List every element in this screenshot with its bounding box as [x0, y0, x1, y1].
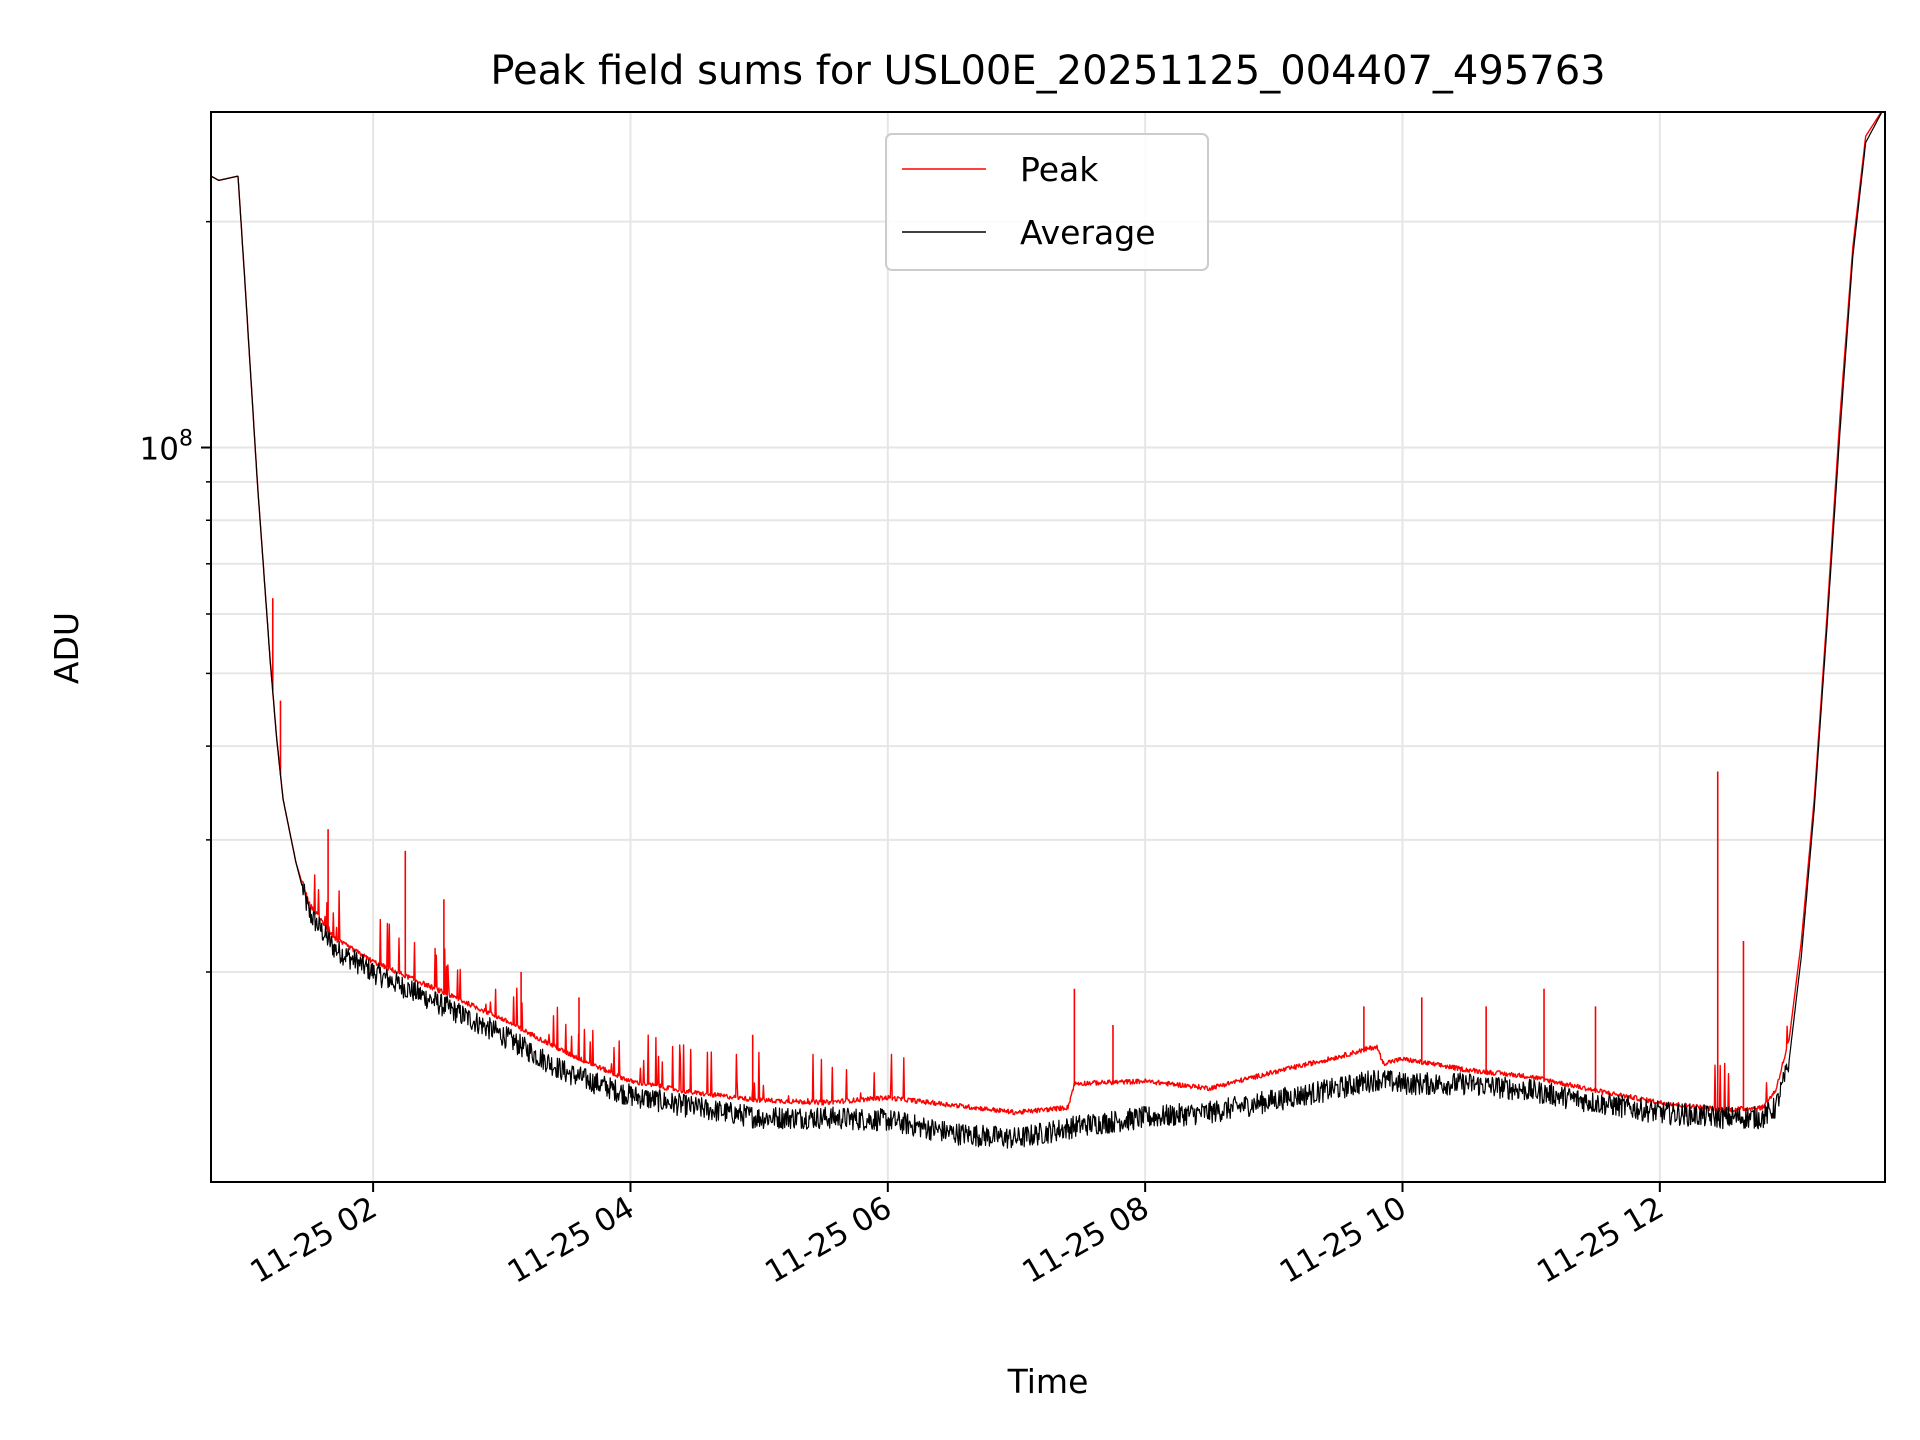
chart-title: Peak field sums for USL00E_20251125_0044… — [490, 48, 1605, 94]
peak-series-line — [211, 112, 1883, 1116]
legend: Peak Average — [885, 133, 1209, 271]
series-layer — [211, 112, 1883, 1149]
average-series-line — [211, 112, 1883, 1149]
legend-average-label: Average — [1020, 213, 1156, 252]
y-axis-label: ADU — [47, 612, 86, 684]
legend-box — [885, 133, 1209, 271]
plot-frame — [210, 111, 1886, 1183]
x-axis-label: Time — [1007, 1362, 1089, 1401]
legend-peak-label: Peak — [1020, 150, 1099, 189]
y-tick-label: 108 — [140, 427, 193, 468]
